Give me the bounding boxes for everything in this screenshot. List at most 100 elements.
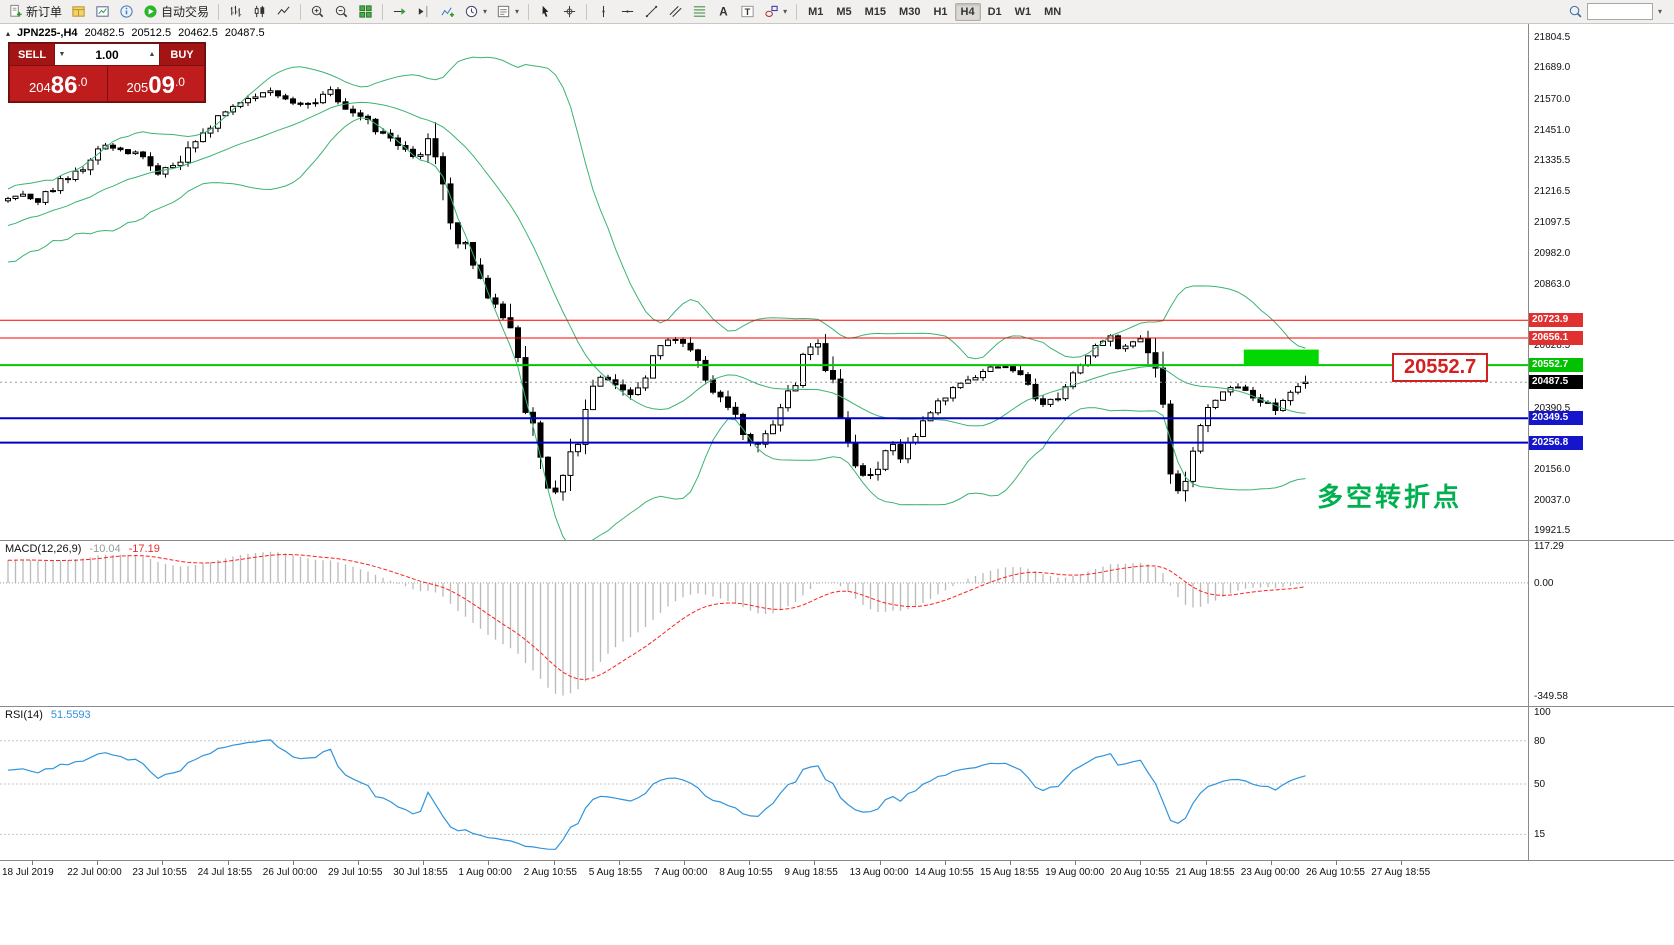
charts-grid-button[interactable] <box>67 2 90 22</box>
time-axis-label: 1 Aug 00:00 <box>458 867 512 878</box>
level-price-badge: 20256.8 <box>1529 435 1583 450</box>
chart-shift-icon <box>418 5 428 18</box>
time-axis-tick <box>162 861 164 865</box>
highlight-rectangle[interactable] <box>1243 349 1319 366</box>
data-window-button[interactable] <box>115 2 138 22</box>
bollinger-middle-band <box>7 101 1306 427</box>
labelT-icon: T <box>741 5 754 18</box>
crosshair-button[interactable] <box>558 2 581 22</box>
horizontal-line-button[interactable] <box>616 2 639 22</box>
lot-increase-button[interactable]: ▲ <box>148 51 156 58</box>
arrows-button[interactable]: ▾ <box>760 2 791 22</box>
current-price-badge: 20487.5 <box>1529 375 1583 390</box>
symbol-search-input[interactable] <box>1586 3 1653 20</box>
fibonacci-button[interactable] <box>688 2 711 22</box>
time-axis-label: 22 Jul 00:00 <box>67 867 122 878</box>
chevron-down-icon: ▾ <box>783 7 788 16</box>
price-callout[interactable]: 20552.7 <box>1392 353 1489 382</box>
price-chart-surface[interactable] <box>0 24 1528 540</box>
time-axis-tick <box>684 861 685 865</box>
ohlc-open: 20482.5 <box>84 27 125 39</box>
ohlc-bars-icon <box>230 5 242 17</box>
new-chart-button[interactable] <box>91 2 114 22</box>
cursor-icon <box>542 5 549 17</box>
candles-icon <box>254 5 265 18</box>
time-axis-tick <box>1401 861 1403 865</box>
auto-scroll-icon <box>393 8 406 15</box>
lot-size-control: ▼ ▲ <box>55 44 159 65</box>
timeframe-m5-button[interactable]: M5 <box>836 5 852 18</box>
time-axis[interactable]: 18 Jul 2019 22 Jul 00:00 23 Jul 10:55 24 Ju… <box>0 860 1674 945</box>
buy-price[interactable]: 205 09.0 <box>107 66 204 101</box>
macd-tick: 117.29 <box>1534 541 1564 552</box>
time-axis-label: 24 Jul 18:55 <box>197 867 253 878</box>
macd-axis[interactable]: 117.29 0.00 -349.58 <box>1528 541 1674 706</box>
rsi-axis[interactable]: 100 80 50 15 <box>1528 707 1674 860</box>
time-axis-label: 29 Jul 10:55 <box>328 867 383 878</box>
annotation-text[interactable]: 多空转折点 <box>1317 482 1463 512</box>
line-chart-button[interactable] <box>272 2 295 22</box>
price-tick: 21804.5 <box>1534 32 1571 44</box>
rsi-surface[interactable] <box>0 707 1528 861</box>
search-icon <box>1569 5 1582 18</box>
auto-scroll-button[interactable] <box>388 2 411 22</box>
autotrading-button[interactable]: 自动交易 <box>139 2 213 22</box>
text-label-button[interactable]: T <box>736 2 759 22</box>
time-axis-tick <box>227 861 229 865</box>
symbol-info-bar: ▴ JPN225-,H4 20482.5 20512.5 20462.5 204… <box>6 27 265 39</box>
vertical-line-button[interactable] <box>592 2 615 22</box>
search-dropdown-button[interactable]: ▾ <box>1657 7 1662 16</box>
timeframe-d1-button[interactable]: D1 <box>987 5 1002 18</box>
trendline-button[interactable] <box>640 2 663 22</box>
ohlc-bars-button[interactable] <box>224 2 247 22</box>
text-button[interactable]: A <box>712 2 735 22</box>
zoom-out-button[interactable] <box>330 2 353 22</box>
timeframe-m30-button[interactable]: M30 <box>899 5 921 18</box>
price-tick: 21335.5 <box>1534 155 1571 167</box>
bollinger-upper-band <box>7 56 1306 360</box>
price-tick: 20863.0 <box>1534 278 1571 290</box>
lot-decrease-button[interactable]: ▼ <box>58 51 66 58</box>
price-tick: 21097.5 <box>1534 217 1571 229</box>
toolbar-separator <box>218 3 220 20</box>
sell-price[interactable]: 204 86.0 <box>10 66 107 101</box>
macd-name: MACD(12,26,9) <box>5 543 82 555</box>
lot-size-input[interactable] <box>69 44 145 65</box>
sell-button[interactable]: SELL <box>10 44 54 65</box>
timeframe-w1-button[interactable]: W1 <box>1014 5 1032 18</box>
time-axis-label: 9 Aug 18:55 <box>784 867 838 878</box>
timeframe-m15-button[interactable]: M15 <box>864 5 887 18</box>
timeframe-mn-button[interactable]: MN <box>1044 5 1062 18</box>
candlestick-chart-button[interactable] <box>248 2 271 22</box>
time-axis-label: 26 Aug 10:55 <box>1306 867 1365 878</box>
timeframe-h4-button[interactable]: H4 <box>954 2 981 21</box>
timeframe-h1-button[interactable]: H1 <box>933 5 948 18</box>
indicators-button[interactable] <box>436 2 459 22</box>
time-axis-tick <box>1205 861 1207 865</box>
buy-button[interactable]: BUY <box>160 44 204 65</box>
price-tick: 20628.5 <box>1534 340 1571 352</box>
equidistant-channel-button[interactable] <box>664 2 687 22</box>
toolbar-separator <box>528 3 530 20</box>
chart-shift-button[interactable] <box>412 2 435 22</box>
grid-yellow-icon <box>72 6 85 17</box>
cursor-button[interactable] <box>534 2 557 22</box>
macd-tick: 0.00 <box>1534 577 1554 589</box>
macd-surface[interactable] <box>0 541 1528 707</box>
macd-signal-value: -17.19 <box>128 543 160 555</box>
one-click-collapse-toggle[interactable]: ▴ <box>6 28 11 38</box>
template-icon <box>497 5 510 18</box>
new-order-button[interactable]: 新订单 <box>4 2 66 22</box>
zoom-in-button[interactable] <box>306 2 329 22</box>
price-axis[interactable]: 21804.5 21689.0 21570.0 21451.0 21335.5 21216… <box>1528 24 1674 540</box>
templates-button[interactable]: ▾ <box>492 2 523 22</box>
time-axis-tick <box>814 861 816 865</box>
periods-button[interactable]: ▾ <box>460 2 491 22</box>
time-axis-label: 14 Aug 10:55 <box>914 867 974 878</box>
tile-windows-button[interactable] <box>354 2 377 22</box>
bollinger-lower-band <box>7 117 1306 540</box>
symbol-title: JPN225-,H4 <box>17 27 78 39</box>
timeframe-m1-button[interactable]: M1 <box>808 5 824 18</box>
time-axis-tick <box>488 861 490 865</box>
